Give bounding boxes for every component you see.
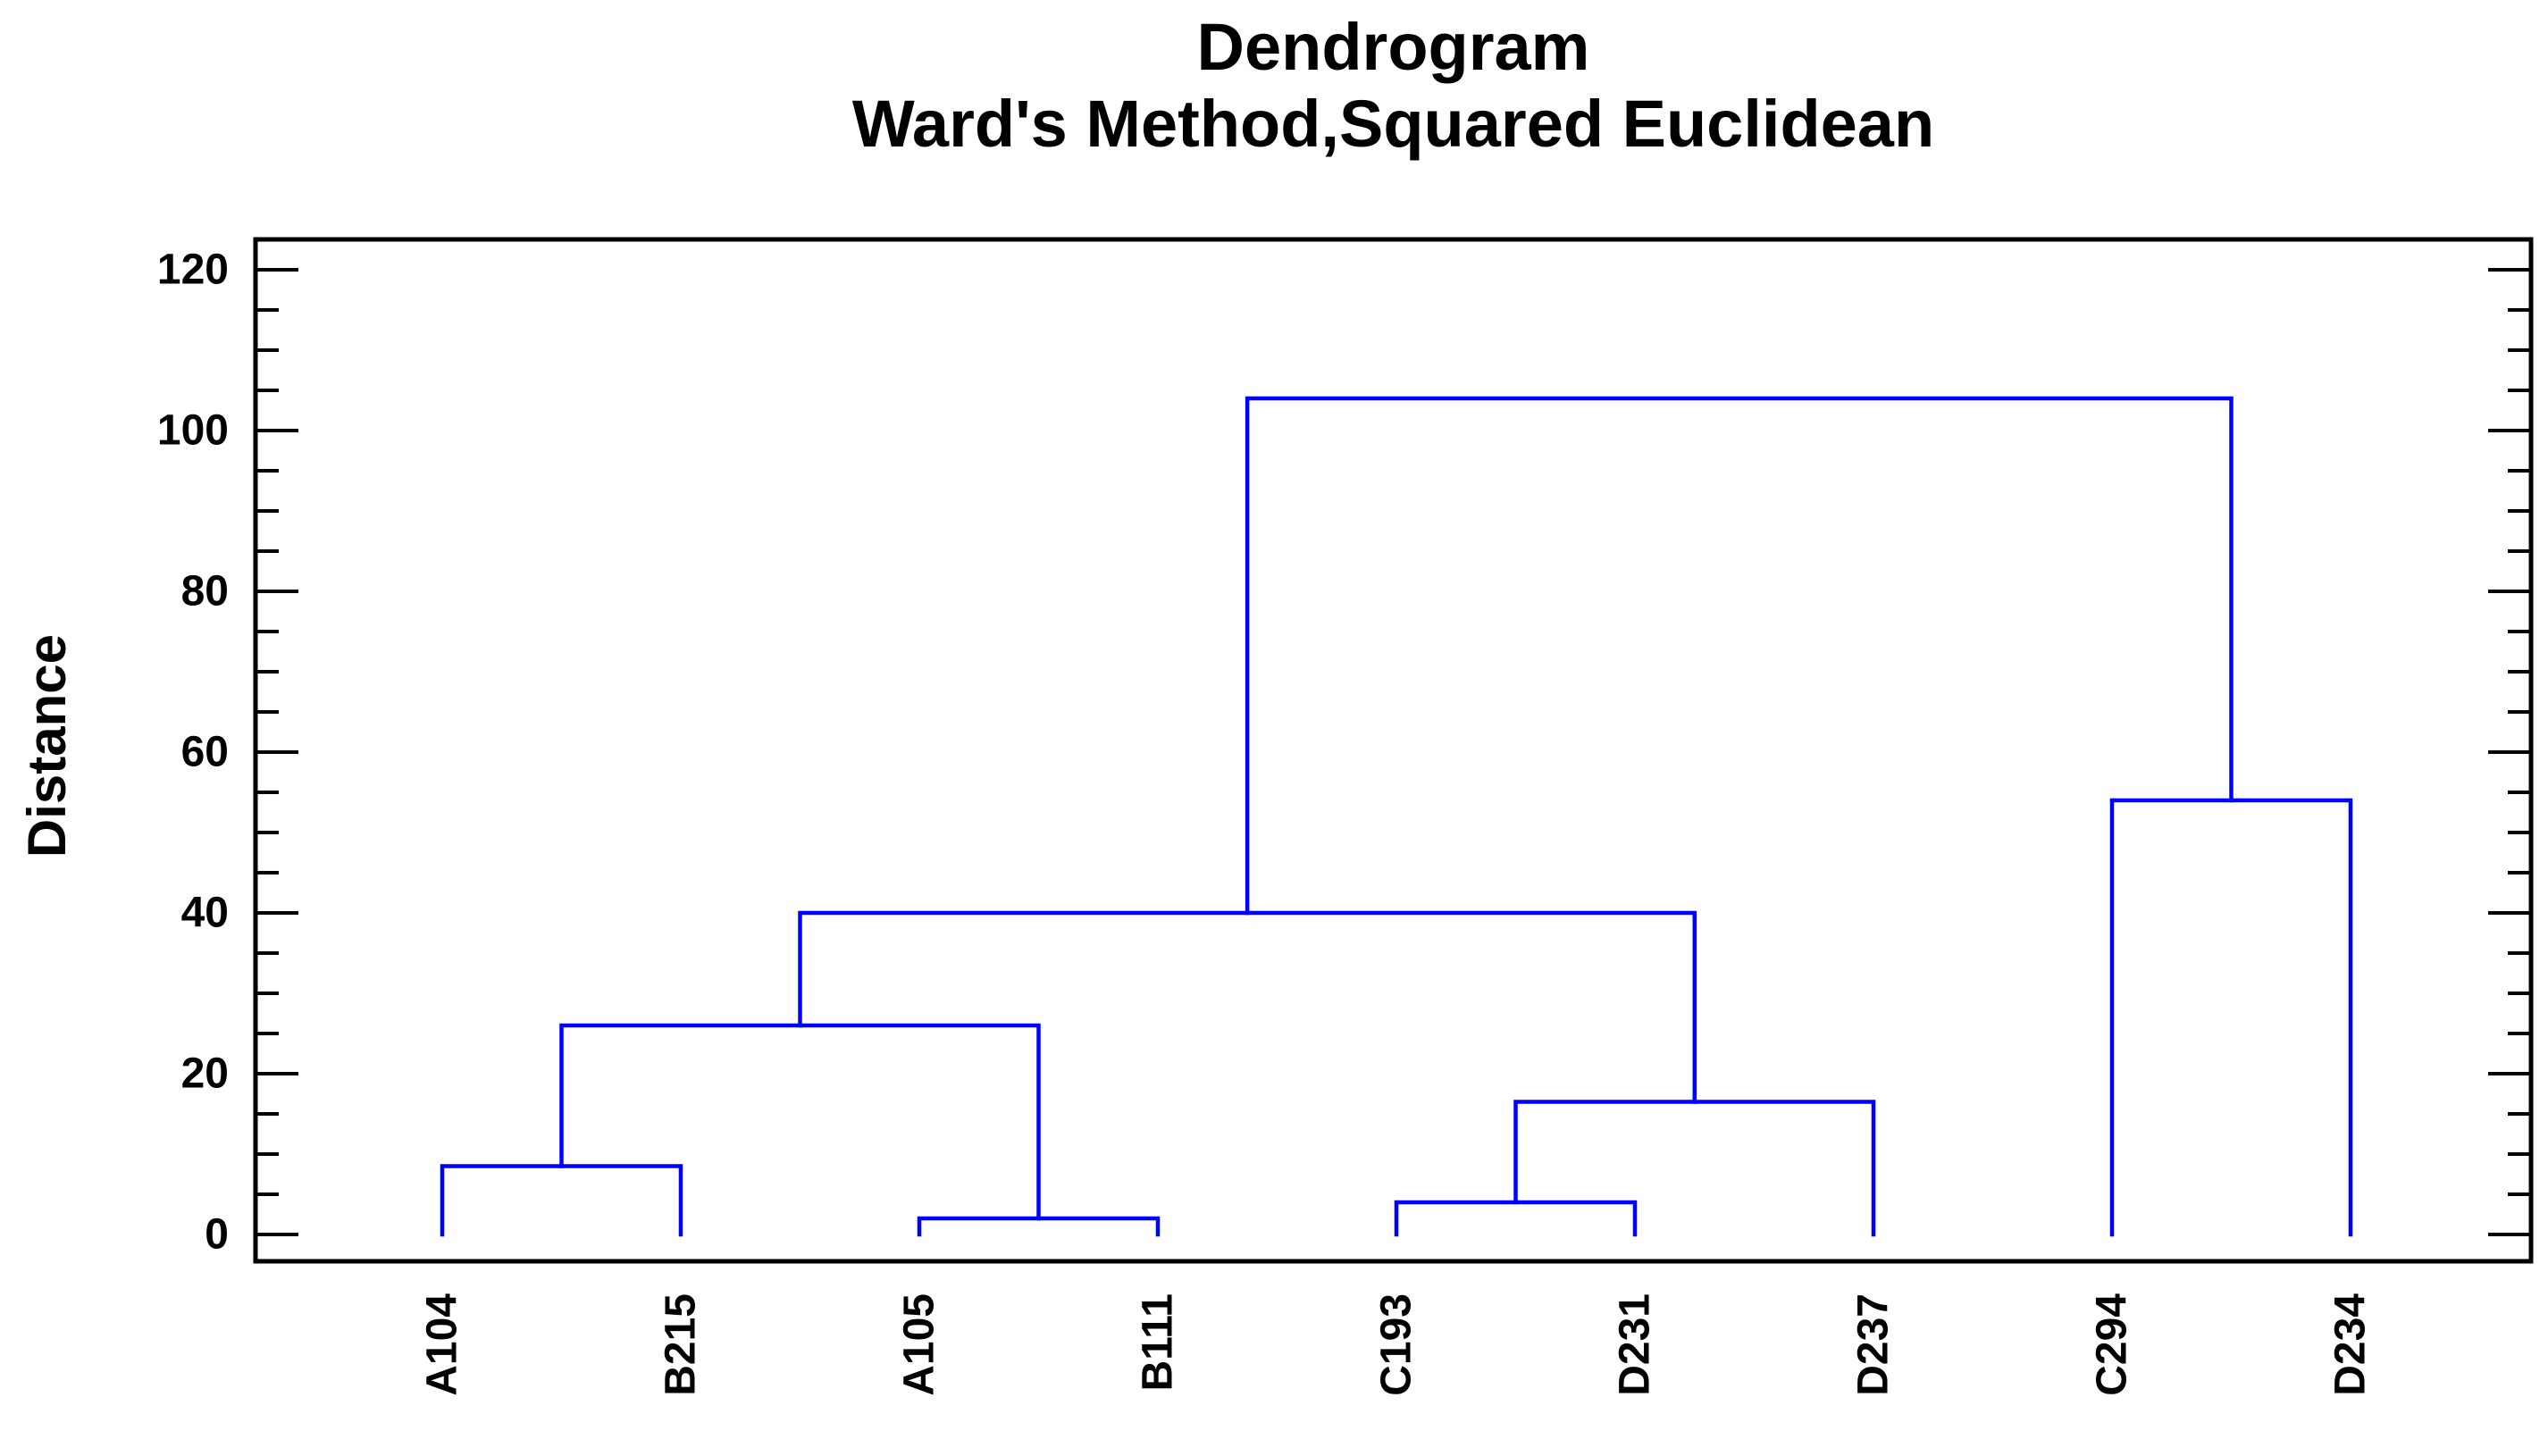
y-tick-label: 100 bbox=[157, 407, 229, 455]
y-tick-label: 0 bbox=[205, 1211, 229, 1259]
y-tick-label: 20 bbox=[181, 1050, 229, 1098]
leaf-label: C294 bbox=[2089, 1293, 2136, 1396]
dendrogram-link bbox=[440, 1164, 683, 1237]
plot-frame bbox=[253, 237, 2534, 1264]
y-tick-label: 80 bbox=[181, 568, 229, 615]
y-tick-label: 60 bbox=[181, 729, 229, 776]
chart-title: Dendrogram bbox=[1196, 10, 1590, 84]
leaf-label: D231 bbox=[1612, 1293, 1659, 1396]
dendrogram-link bbox=[1245, 396, 2234, 916]
dendrogram-link bbox=[1513, 1100, 1876, 1237]
leaf-label: D234 bbox=[2327, 1293, 2375, 1396]
y-tick-label: 120 bbox=[157, 247, 229, 294]
leaf-label: B111 bbox=[1135, 1293, 1182, 1391]
leaf-label: B215 bbox=[658, 1293, 705, 1396]
chart-subtitle: Ward's Method,Squared Euclidean bbox=[851, 87, 1935, 161]
leaf-label: C193 bbox=[1373, 1293, 1421, 1396]
y-tick-label: 40 bbox=[181, 890, 229, 937]
dendrogram-link bbox=[917, 1216, 1161, 1237]
dendrogram-link bbox=[798, 910, 1697, 1104]
dendrogram-link bbox=[1394, 1200, 1638, 1237]
leaf-label: D237 bbox=[1850, 1293, 1898, 1396]
dendrogram-link bbox=[2109, 798, 2353, 1237]
leaf-label: A104 bbox=[419, 1293, 466, 1396]
dendrogram-link bbox=[559, 1023, 1041, 1221]
leaf-label: A105 bbox=[896, 1293, 943, 1396]
